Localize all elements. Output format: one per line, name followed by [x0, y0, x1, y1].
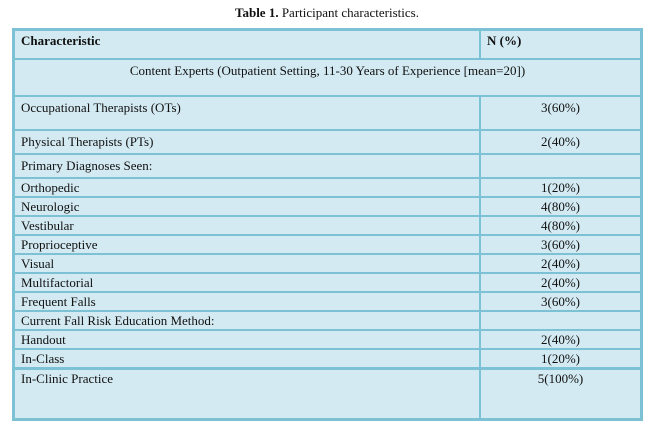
row-value — [479, 310, 643, 331]
participant-characteristics-table: Characteristic N (%) Content Experts (Ou… — [12, 28, 643, 421]
row-label: Orthopedic — [12, 177, 481, 198]
row-value: 2(40%) — [479, 129, 643, 155]
row-value: 2(40%) — [479, 272, 643, 293]
group-row-label: Content Experts (Outpatient Setting, 11-… — [12, 58, 643, 97]
caption-text: Participant characteristics. — [278, 5, 419, 20]
table-row: Physical Therapists (PTs) 2(40%) — [12, 129, 643, 155]
table-row: In-Class 1(20%) — [12, 348, 643, 370]
table-row: Frequent Falls 3(60%) — [12, 291, 643, 312]
table-row: Orthopedic 1(20%) — [12, 177, 643, 198]
row-label: Multifactorial — [12, 272, 481, 293]
table-row: Vestibular 4(80%) — [12, 215, 643, 236]
row-value: 2(40%) — [479, 329, 643, 350]
row-value: 5(100%) — [479, 367, 643, 421]
row-label: Proprioceptive — [12, 234, 481, 255]
group-row: Content Experts (Outpatient Setting, 11-… — [12, 58, 643, 97]
table-row: Occupational Therapists (OTs) 3(60%) — [12, 95, 643, 131]
row-label: Primary Diagnoses Seen: — [12, 153, 481, 179]
table-row: Visual 2(40%) — [12, 253, 643, 274]
row-label: Vestibular — [12, 215, 481, 236]
row-label: Physical Therapists (PTs) — [12, 129, 481, 155]
table-row: Current Fall Risk Education Method: — [12, 310, 643, 331]
row-value: 3(60%) — [479, 95, 643, 131]
table-row: Proprioceptive 3(60%) — [12, 234, 643, 255]
row-label: Frequent Falls — [12, 291, 481, 312]
header-row: Characteristic N (%) — [12, 28, 643, 60]
row-label: In-Class — [12, 348, 481, 370]
header-n-percent: N (%) — [479, 28, 643, 60]
row-label: Handout — [12, 329, 481, 350]
table-row: Multifactorial 2(40%) — [12, 272, 643, 293]
table-row: Primary Diagnoses Seen: — [12, 153, 643, 179]
caption-label: Table 1. — [234, 5, 279, 20]
row-value: 4(80%) — [479, 196, 643, 217]
row-label: Neurologic — [12, 196, 481, 217]
row-value: 1(20%) — [479, 348, 643, 370]
row-value: 3(60%) — [479, 291, 643, 312]
row-value: 2(40%) — [479, 253, 643, 274]
row-value: 4(80%) — [479, 215, 643, 236]
row-label: In-Clinic Practice — [12, 367, 481, 421]
table-row: Neurologic 4(80%) — [12, 196, 643, 217]
header-characteristic: Characteristic — [12, 28, 481, 60]
row-label: Current Fall Risk Education Method: — [12, 310, 481, 331]
row-value: 3(60%) — [479, 234, 643, 255]
table-row: Handout 2(40%) — [12, 329, 643, 350]
table-caption: Table 1. Participant characteristics. — [0, 5, 654, 21]
row-label: Occupational Therapists (OTs) — [12, 95, 481, 131]
row-value: 1(20%) — [479, 177, 643, 198]
row-value — [479, 153, 643, 179]
row-label: Visual — [12, 253, 481, 274]
table-row: In-Clinic Practice 5(100%) — [12, 367, 643, 421]
